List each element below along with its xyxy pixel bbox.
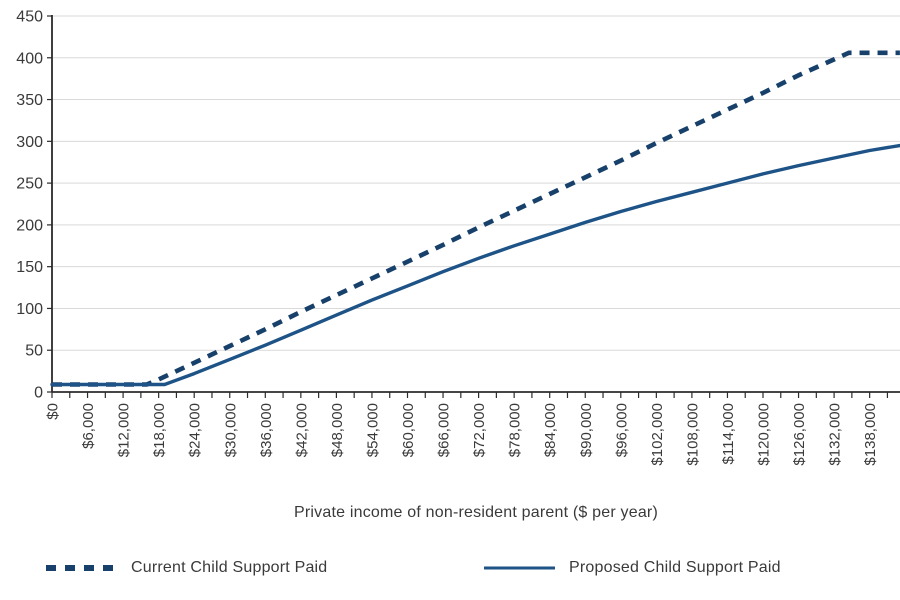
legend-item-current: Current Child Support Paid (45, 556, 327, 580)
series-dashed-line (52, 50, 900, 387)
x-tick-label: $102,000 (649, 403, 666, 466)
legend: Current Child Support Paid Proposed Chil… (0, 556, 900, 586)
x-tick-label: $18,000 (151, 403, 168, 457)
x-tick-label: $6,000 (80, 403, 97, 449)
y-tick-label: 350 (16, 92, 43, 109)
x-tick-label: $30,000 (222, 403, 239, 457)
x-tick-label: $72,000 (471, 403, 488, 457)
x-tick-label: $0 (45, 403, 62, 420)
x-tick-label: $12,000 (116, 403, 133, 457)
x-tick-label: $54,000 (364, 403, 381, 457)
x-tick-label: $126,000 (791, 403, 808, 466)
x-tick-label: $114,000 (720, 403, 737, 464)
y-tick-label: 150 (16, 259, 43, 276)
y-tick-label: 50 (25, 343, 43, 360)
x-tick-label: $66,000 (436, 403, 453, 457)
y-tick-label: 450 (16, 9, 43, 26)
y-tick-label: 300 (16, 134, 43, 151)
legend-label-proposed: Proposed Child Support Paid (569, 559, 781, 576)
solid-line-swatch-icon (484, 566, 555, 570)
legend-label-current: Current Child Support Paid (131, 559, 328, 576)
x-tick-label: $60,000 (400, 403, 417, 457)
y-tick-label: 100 (16, 301, 43, 318)
x-tick-label: $90,000 (578, 403, 595, 457)
child-support-line-chart: 0 50 100 150 200 250 300 350 400 450 $0 $6,000 $12,0… (16, 9, 900, 466)
x-tick-label: $36,000 (258, 403, 275, 457)
x-tick-label: $42,000 (293, 403, 310, 457)
x-tick-label: $108,000 (684, 403, 701, 466)
legend-item-proposed: Proposed Child Support Paid (483, 556, 781, 580)
x-tick-label: $96,000 (613, 403, 630, 457)
y-tick-label: 250 (16, 176, 43, 193)
x-tick-label: $132,000 (827, 403, 844, 466)
x-tick-label: $120,000 (756, 403, 773, 466)
dashed-line-swatch-icon (46, 565, 117, 571)
y-tick-label: 0 (34, 385, 43, 402)
x-axis-title: Private income of non-resident parent ($… (294, 504, 658, 521)
y-tick-label: 200 (16, 217, 43, 234)
y-tick-label: 400 (16, 50, 43, 67)
x-tick-label: $48,000 (329, 403, 346, 457)
x-tick-label: $78,000 (507, 403, 524, 457)
series-solid-line (50, 143, 900, 387)
x-tick-label: $138,000 (862, 403, 879, 466)
x-tick-label: $84,000 (542, 403, 559, 457)
x-tick-label: $24,000 (187, 403, 204, 457)
